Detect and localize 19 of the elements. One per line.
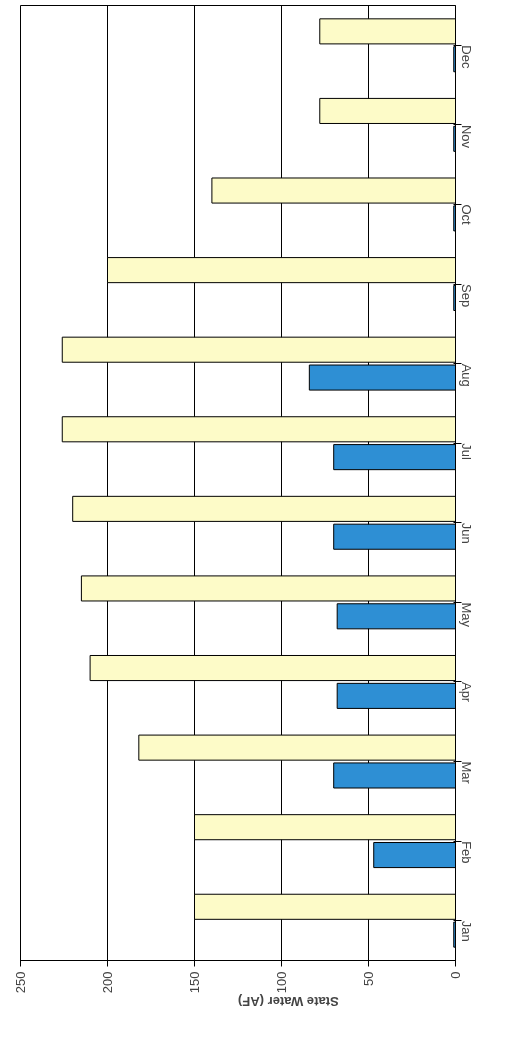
y-tick-label: Jul [459, 443, 474, 460]
y-tick-label: Oct [459, 204, 474, 226]
x-tick-label: 0 [448, 971, 463, 979]
y-tick-label: Sep [459, 284, 474, 308]
x-tick-label: 250 [13, 971, 28, 994]
y-tick-label: Jun [459, 522, 474, 544]
x-axis-title: State Water (AF) [238, 993, 339, 1009]
x-tick-label: 50 [361, 971, 376, 986]
y-tick-label: Jan [459, 920, 474, 942]
y-tick-label: Mar [459, 761, 474, 785]
x-tick-label: 150 [187, 971, 202, 994]
y-tick-label: Dec [459, 45, 474, 69]
y-tick-label: May [459, 602, 474, 628]
x-tick-label: 200 [100, 971, 115, 994]
y-tick-label: Feb [459, 841, 474, 864]
y-tick-label: Apr [459, 681, 474, 703]
x-tick-label: 100 [274, 971, 289, 994]
y-tick-label: Aug [459, 363, 474, 387]
y-tick-label: Nov [459, 124, 474, 149]
